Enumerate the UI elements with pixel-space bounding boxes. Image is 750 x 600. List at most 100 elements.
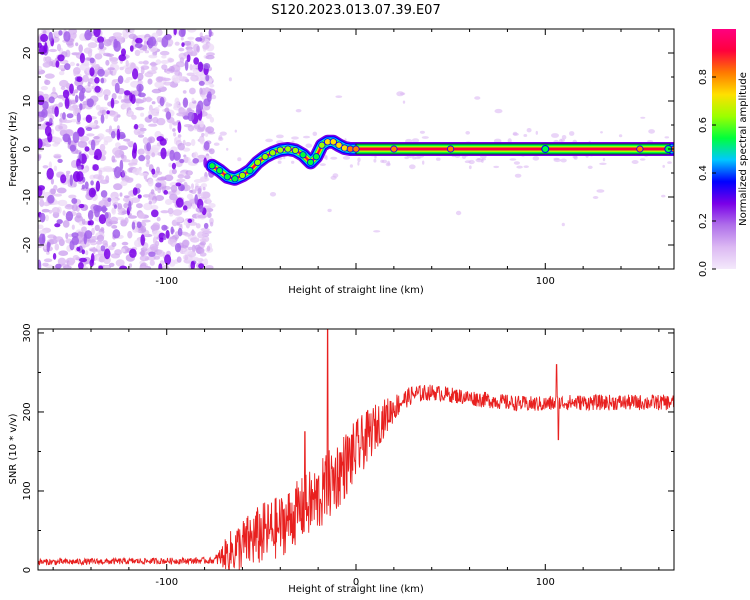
noise-cell xyxy=(158,263,163,269)
noise-cell xyxy=(72,131,80,143)
noise-cell xyxy=(120,154,125,159)
noise-cell xyxy=(219,131,227,136)
noise-cell xyxy=(135,106,145,111)
noise-cell xyxy=(269,192,277,197)
noise-cell xyxy=(56,219,63,225)
noise-cell xyxy=(148,200,152,205)
noise-cell xyxy=(140,234,145,246)
noise-cell xyxy=(165,101,170,109)
noise-cell xyxy=(112,70,117,76)
noise-cell xyxy=(211,94,217,100)
noise-cell xyxy=(65,211,74,222)
noise-cell xyxy=(493,165,500,169)
noise-cell xyxy=(97,68,105,77)
noise-cell xyxy=(199,238,207,243)
noise-cell xyxy=(104,242,109,248)
noise-cell xyxy=(150,204,159,211)
noise-cell xyxy=(592,196,599,199)
noise-cell xyxy=(400,92,406,95)
noise-cell xyxy=(112,32,122,37)
noise-cell xyxy=(46,241,50,253)
noise-cell xyxy=(125,77,133,81)
noise-cell xyxy=(175,216,184,223)
noise-cell xyxy=(87,81,91,87)
noise-cell xyxy=(107,67,115,71)
noise-cell xyxy=(68,29,78,35)
signal-track-point xyxy=(446,145,455,153)
noise-cell xyxy=(481,158,484,163)
noise-cell xyxy=(198,263,205,269)
noise-cell xyxy=(172,199,176,204)
noise-cell xyxy=(160,210,169,214)
noise-cell xyxy=(159,237,164,243)
noise-cell xyxy=(160,60,170,64)
noise-cell xyxy=(146,159,150,165)
noise-cell xyxy=(142,60,149,65)
noise-cell xyxy=(194,71,205,76)
noise-cell xyxy=(103,265,110,269)
noise-cell xyxy=(187,170,193,175)
noise-cell xyxy=(512,131,518,136)
y-tick-label: -20 xyxy=(22,237,33,253)
noise-cell xyxy=(48,96,55,104)
signal-track-flat-core xyxy=(356,147,670,151)
noise-cell xyxy=(151,88,162,94)
noise-cell xyxy=(157,249,164,257)
noise-cell xyxy=(142,194,151,198)
noise-cell xyxy=(184,233,192,237)
noise-cell xyxy=(113,38,118,49)
noise-cell xyxy=(561,222,565,227)
noise-cell xyxy=(184,254,189,261)
noise-cell xyxy=(385,162,391,167)
noise-cell xyxy=(151,101,156,105)
noise-cell xyxy=(325,155,328,161)
noise-cell xyxy=(193,258,202,262)
noise-cell xyxy=(111,93,117,100)
noise-cell xyxy=(182,97,189,108)
noise-cell xyxy=(209,116,215,123)
signal-track-point xyxy=(291,146,299,154)
noise-cell xyxy=(110,130,116,139)
noise-cell xyxy=(50,188,56,195)
noise-cell xyxy=(277,160,282,164)
noise-cell xyxy=(205,126,215,134)
noise-cell xyxy=(84,204,88,211)
noise-cell xyxy=(209,221,214,227)
noise-cell xyxy=(553,158,561,163)
noise-cell xyxy=(193,57,200,65)
y-tick-label: 0 xyxy=(22,567,33,573)
noise-cell xyxy=(205,265,214,269)
snr-series-line xyxy=(38,329,674,570)
colorbar-ticks: 0.0 0.2 0.4 0.6 0.8 xyxy=(698,69,716,277)
noise-cell xyxy=(514,173,522,178)
noise-cell xyxy=(148,54,158,59)
noise-cell xyxy=(138,213,145,219)
noise-cell xyxy=(177,142,185,151)
noise-cell xyxy=(111,208,116,214)
noise-cell xyxy=(39,212,46,223)
noise-cell xyxy=(468,165,472,170)
noise-cell xyxy=(631,160,639,164)
noise-cell xyxy=(199,87,203,95)
y-tick-label: 20 xyxy=(22,47,33,60)
noise-cell xyxy=(38,111,46,117)
noise-cell xyxy=(38,229,47,236)
signal-track-point xyxy=(238,171,246,179)
noise-cell xyxy=(69,83,74,94)
noise-cell xyxy=(184,175,191,180)
noise-cell xyxy=(182,239,190,248)
noise-cell xyxy=(193,151,199,160)
noise-cell xyxy=(103,136,113,143)
noise-cell xyxy=(65,232,69,239)
noise-cell xyxy=(187,36,195,40)
noise-cell xyxy=(93,155,99,160)
noise-cell xyxy=(105,59,110,66)
noise-cell xyxy=(142,97,147,103)
noise-cell xyxy=(129,92,133,102)
noise-cell xyxy=(186,54,191,63)
noise-cell xyxy=(71,198,78,204)
noise-cell xyxy=(97,36,105,44)
noise-cell xyxy=(113,116,119,122)
noise-cell xyxy=(138,154,146,162)
